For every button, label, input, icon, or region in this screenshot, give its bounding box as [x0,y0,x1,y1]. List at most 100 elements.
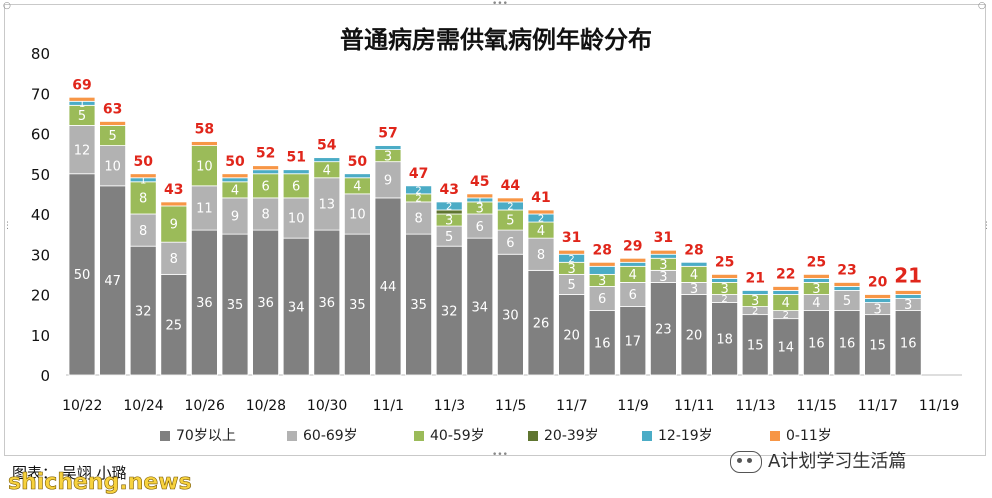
bar-segment [527,269,555,376]
y-tick-label: 80 [31,45,50,63]
segment-value-label: 8 [139,224,147,239]
segment-value-label: 20 [686,328,703,343]
watermark-text: shicheng.news [8,470,192,496]
bar-segment [160,241,188,275]
resize-handle-bottom[interactable]: ••• [492,450,508,460]
segment-value-label: 35 [410,298,427,313]
bar-segment [833,286,861,291]
segment-value-label: 1 [140,175,146,186]
segment-value-label: 6 [261,180,269,195]
bar-segment [588,310,616,376]
bar-segment [252,169,280,175]
bar-segment [680,261,708,267]
segment-value-label: 4 [323,163,331,178]
bar-segment [741,290,769,295]
segment-value-label: 5 [445,230,453,245]
total-value-label: 44 [501,178,521,194]
x-tick-label: 10/28 [246,398,286,414]
bar-segment [466,237,494,376]
resize-corner-top-right[interactable]: ○ [978,1,986,11]
segment-value-label: 2 [721,294,727,305]
segment-value-label: 10 [104,159,121,174]
resize-handle-right[interactable]: ⋮ [982,221,991,231]
bar-segment [466,193,494,199]
bar-segment [221,177,249,183]
bar-segment [343,233,371,376]
bar-segment [343,173,371,179]
segment-value-label: 16 [808,336,825,351]
x-tick-label: 10/26 [185,398,225,414]
segment-value-label: 4 [812,296,820,311]
bar-segment [588,286,616,312]
segment-value-label: 16 [839,336,856,351]
segment-value-label: 9 [384,173,392,188]
segment-value-label: 1 [79,99,85,110]
segment-value-label: 3 [659,270,667,285]
segment-value-label: 2 [752,306,758,317]
total-value-label: 29 [623,238,642,254]
segment-value-label: 3 [904,298,912,313]
bar-segment [558,294,585,376]
bar-segment [190,145,218,187]
x-tick-label: 11/1 [373,398,404,414]
segment-value-label: 12 [74,143,91,158]
segment-value-label: 2 [538,214,544,225]
segment-value-label: 32 [135,304,152,319]
segment-value-label: 6 [598,292,606,307]
legend-item: 40-59岁 [414,425,485,445]
y-tick-label: 40 [31,206,50,224]
x-tick-label: 10/24 [123,398,163,414]
bar-segment [313,229,341,376]
resize-handle-top[interactable]: ••• [492,0,508,9]
bar-segment [833,282,861,287]
chart-credit: 图表： 吴翊 小璐 [12,464,127,482]
total-value-label: 28 [684,242,703,258]
bar-segment [650,253,677,259]
resize-handle-left[interactable]: ⋮ [3,221,12,231]
bar-segment [772,318,800,376]
bar-segment [252,173,280,199]
legend-label: 20-39岁 [544,428,599,444]
segment-value-label: 3 [445,214,453,229]
bar-segment [252,197,280,231]
bar-segment [129,245,157,376]
total-value-label: 41 [531,190,550,206]
segment-value-label: 23 [655,322,672,337]
segment-value-label: 2 [446,202,452,213]
segment-value-label: 2 [507,202,513,213]
y-tick-label: 30 [31,246,50,264]
segment-value-label: 36 [196,296,213,311]
segment-value-label: 16 [900,336,917,351]
segment-value-label: 3 [812,282,820,297]
bar-segment [588,265,616,275]
x-tick-label: 11/15 [797,398,837,414]
segment-value-label: 44 [380,280,397,295]
x-tick-label: 11/17 [858,398,898,414]
bar-segment [190,185,218,231]
bar-segment [252,229,280,376]
segment-value-label: 34 [472,300,489,315]
total-value-label: 51 [286,150,305,166]
segment-value-label: 30 [502,308,519,323]
total-value-label: 21 [745,270,764,286]
bar-segment [129,181,157,215]
total-value-label: 23 [837,262,856,278]
legend-item: 60-69岁 [287,425,358,445]
segment-value-label: 8 [537,248,545,263]
segment-value-label: 3 [384,149,392,164]
bar-segment [619,257,647,263]
total-value-label: 25 [807,254,826,270]
resize-corner-top-left[interactable]: ○ [3,1,11,11]
bar-segment [252,165,280,171]
total-value-label: 28 [592,242,611,258]
segment-value-label: 10 [288,212,305,227]
legend-label: 70岁以上 [176,428,236,444]
segment-value-label: 16 [594,336,611,351]
segment-value-label: 9 [170,218,178,233]
segment-value-label: 4 [537,224,545,239]
account-name: A计划学习生活篇 [768,451,907,472]
segment-value-label: 5 [78,109,86,124]
x-tick-label: 11/3 [434,398,465,414]
segment-value-label: 4 [353,180,361,195]
